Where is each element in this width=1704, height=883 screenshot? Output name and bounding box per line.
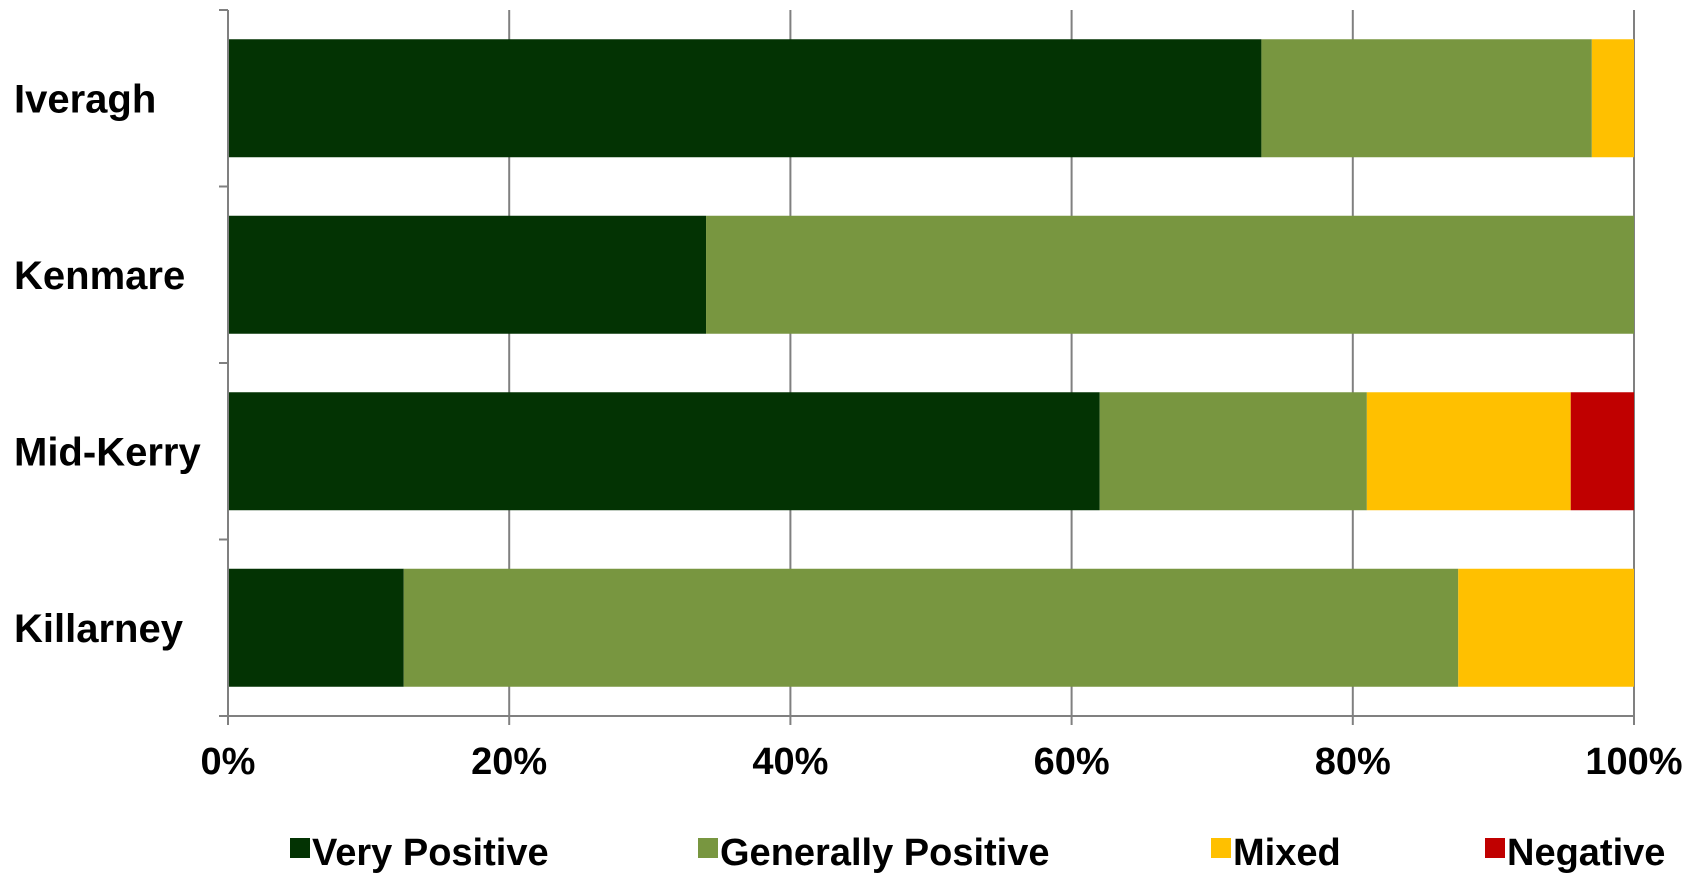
legend-label-very-positive: Very Positive	[312, 832, 549, 874]
legend-swatch-mixed	[1211, 838, 1231, 858]
bar-iveragh-generally-positive	[1261, 39, 1592, 158]
bar-iveragh-mixed	[1591, 39, 1634, 158]
category-label-killarney: Killarney	[14, 607, 184, 651]
x-axis-tick-labels: 0% 20% 40% 60% 80% 100%	[201, 741, 1683, 783]
bar-iveragh-very-positive	[228, 39, 1262, 158]
bar-killarney-very-positive	[228, 568, 404, 687]
bar-mid-kerry-very-positive	[228, 392, 1100, 511]
bar-mid-kerry-generally-positive	[1099, 392, 1367, 511]
bar-mid-kerry-negative	[1570, 392, 1634, 511]
bars	[228, 39, 1634, 687]
category-labels: Iveragh Kenmare Mid-Kerry Killarney	[14, 77, 201, 651]
axes	[219, 9, 1635, 725]
category-label-mid-kerry: Mid-Kerry	[14, 430, 201, 474]
bar-killarney-mixed	[1458, 568, 1634, 687]
legend-swatch-very-positive	[290, 838, 310, 858]
x-tick-label-100: 100%	[1585, 741, 1682, 783]
x-tick-label-20: 20%	[471, 741, 547, 783]
legend: Very Positive Generally Positive Mixed Nega…	[290, 832, 1665, 874]
bar-killarney-generally-positive	[403, 568, 1459, 687]
x-tick-label-60: 60%	[1034, 741, 1110, 783]
category-label-iveragh: Iveragh	[14, 77, 156, 121]
legend-label-mixed: Mixed	[1233, 832, 1341, 874]
bar-kenmare-generally-positive	[706, 215, 1634, 334]
x-tick-label-0: 0%	[201, 741, 256, 783]
bar-mid-kerry-mixed	[1366, 392, 1571, 511]
legend-swatch-generally-positive	[698, 838, 718, 858]
legend-swatch-negative	[1485, 838, 1505, 858]
legend-label-generally-positive: Generally Positive	[720, 832, 1050, 874]
category-label-kenmare: Kenmare	[14, 254, 185, 298]
legend-label-negative: Negative	[1507, 832, 1665, 874]
x-tick-label-80: 80%	[1315, 741, 1391, 783]
x-tick-label-40: 40%	[752, 741, 828, 783]
bar-kenmare-very-positive	[228, 215, 707, 334]
